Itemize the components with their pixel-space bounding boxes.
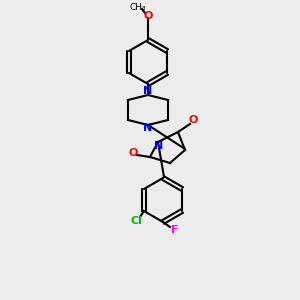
Text: Cl: Cl <box>130 216 142 226</box>
Text: F: F <box>171 225 179 235</box>
Text: O: O <box>188 115 198 125</box>
Text: O: O <box>143 11 153 21</box>
Text: O: O <box>128 148 138 158</box>
Text: N: N <box>154 141 164 151</box>
Text: CH₃: CH₃ <box>130 4 146 13</box>
Text: N: N <box>143 123 153 133</box>
Text: N: N <box>143 86 153 96</box>
